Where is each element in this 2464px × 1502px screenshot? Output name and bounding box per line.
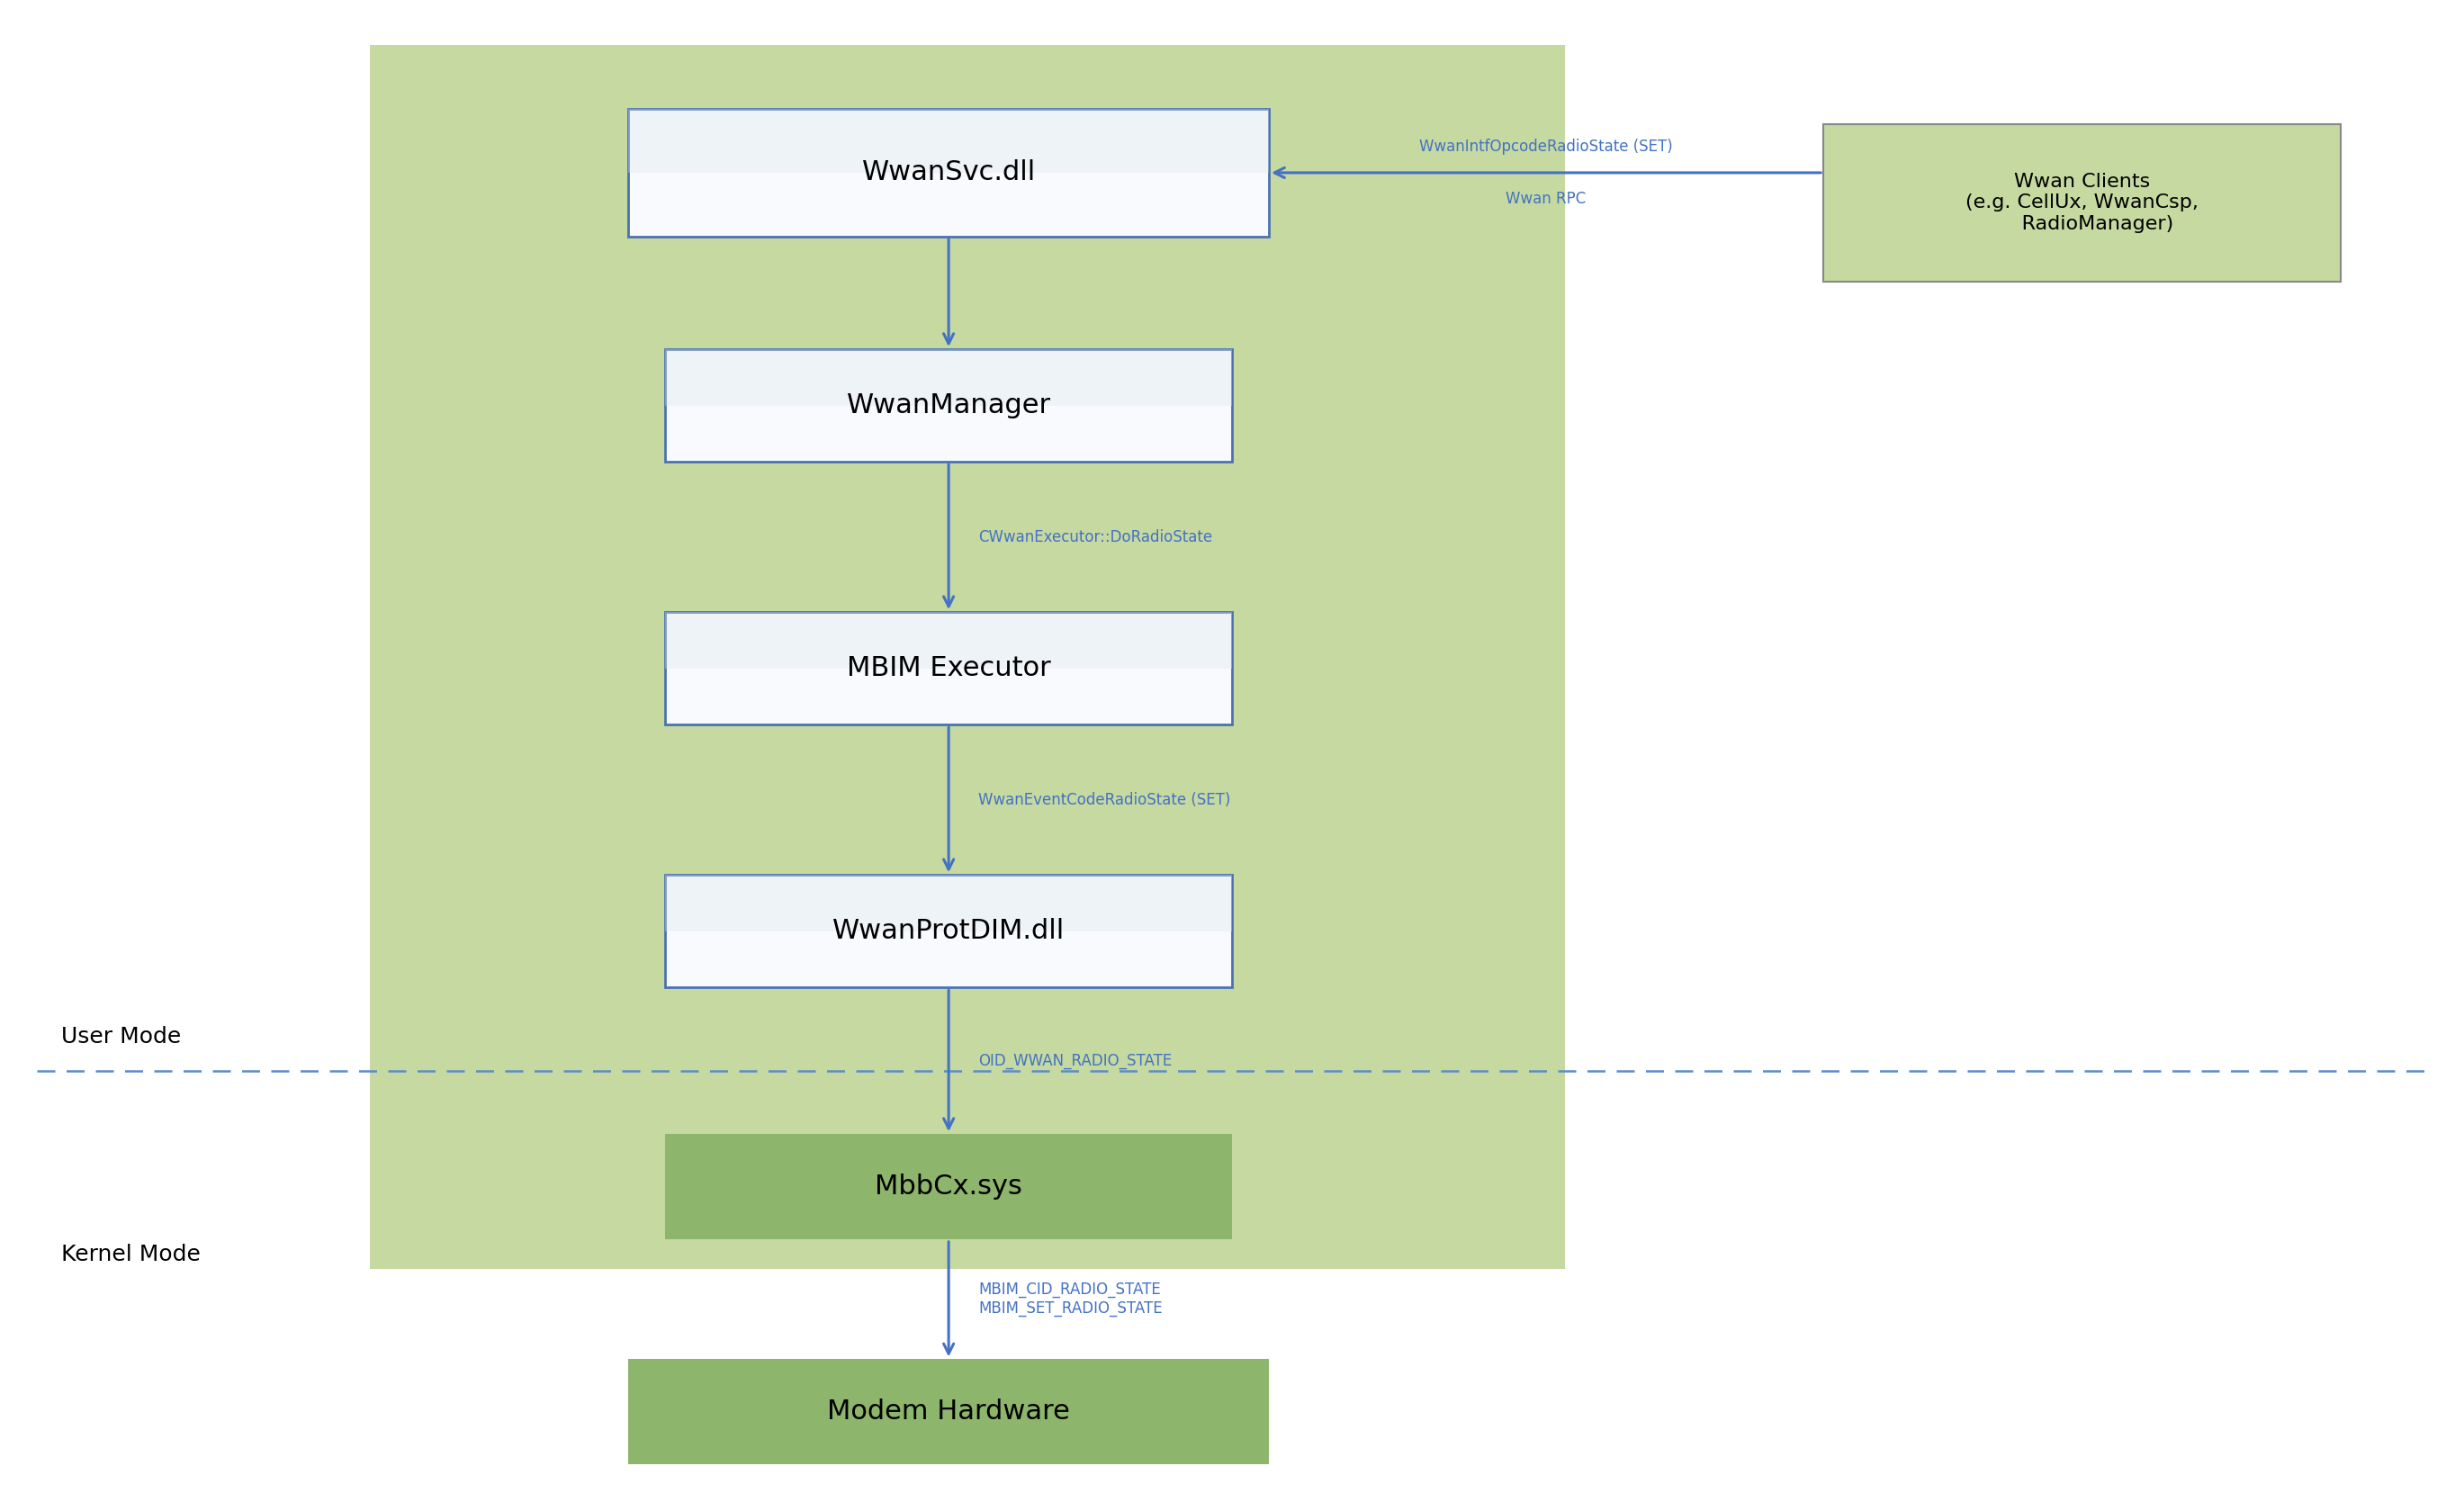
FancyBboxPatch shape [665,350,1232,406]
Text: Wwan RPC: Wwan RPC [1506,191,1587,207]
FancyBboxPatch shape [665,874,1232,931]
FancyBboxPatch shape [628,1359,1269,1464]
Text: WwanIntfOpcodeRadioState (SET): WwanIntfOpcodeRadioState (SET) [1419,138,1673,155]
Text: Modem Hardware: Modem Hardware [828,1398,1069,1425]
FancyBboxPatch shape [665,874,1232,988]
Text: WwanProtDIM.dll: WwanProtDIM.dll [833,918,1064,945]
FancyBboxPatch shape [665,613,1232,725]
FancyBboxPatch shape [370,45,1565,1269]
Text: MbbCx.sys: MbbCx.sys [875,1173,1023,1200]
Text: MBIM Executor: MBIM Executor [848,655,1050,682]
FancyBboxPatch shape [1823,123,2341,282]
FancyBboxPatch shape [665,1134,1232,1239]
Text: Wwan Clients
(e.g. CellUx, WwanCsp,
     RadioManager): Wwan Clients (e.g. CellUx, WwanCsp, Radi… [1966,173,2198,233]
FancyBboxPatch shape [665,350,1232,463]
Text: WwanSvc.dll: WwanSvc.dll [862,159,1035,186]
Text: OID_WWAN_RADIO_STATE: OID_WWAN_RADIO_STATE [978,1053,1173,1069]
Text: WwanEventCodeRadioState (SET): WwanEventCodeRadioState (SET) [978,792,1230,808]
Text: MBIM_CID_RADIO_STATE
MBIM_SET_RADIO_STATE: MBIM_CID_RADIO_STATE MBIM_SET_RADIO_STAT… [978,1281,1163,1317]
Text: WwanManager: WwanManager [848,392,1050,419]
FancyBboxPatch shape [665,613,1232,668]
Text: User Mode: User Mode [62,1026,182,1047]
FancyBboxPatch shape [628,108,1269,173]
Text: CWwanExecutor::DoRadioState: CWwanExecutor::DoRadioState [978,529,1212,545]
FancyBboxPatch shape [628,110,1269,237]
Text: Kernel Mode: Kernel Mode [62,1244,202,1265]
